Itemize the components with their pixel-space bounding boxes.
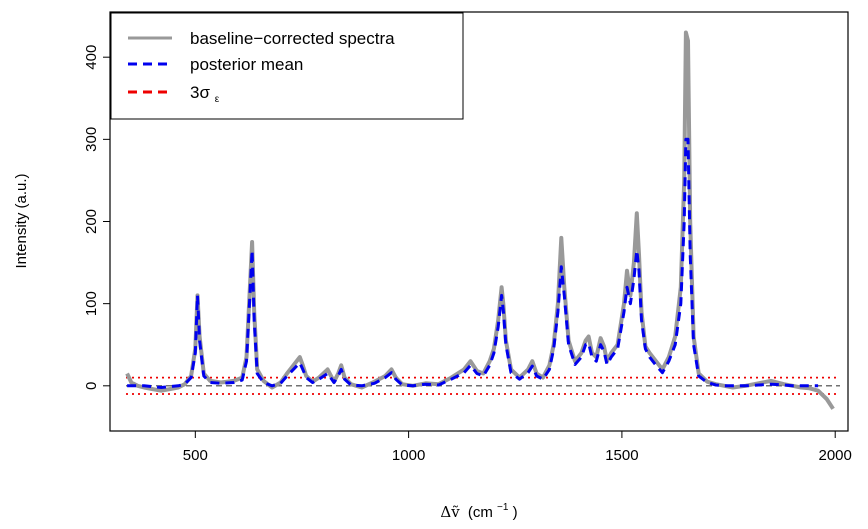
legend-label-3sigma: 3σ ε (190, 83, 220, 105)
posterior-mean-line (127, 137, 819, 389)
legend-label-3sigma-sub: ε (215, 94, 220, 105)
y-axis: 0 100 200 300 400 (83, 45, 111, 390)
x-axis: 500 1000 1500 2000 (183, 430, 852, 464)
y-tick-label: 400 (83, 45, 100, 70)
legend-box (110, 12, 464, 120)
y-tick-label: 0 (83, 382, 100, 390)
x-tick-label: 2000 (819, 447, 852, 464)
x-tick-label: 1000 (392, 447, 425, 464)
x-tick-label: 500 (183, 447, 208, 464)
series-layer (125, 30, 835, 410)
y-tick-label: 200 (83, 209, 100, 234)
legend: baseline−corrected spectra posterior mea… (110, 12, 464, 120)
y-axis-label: Intensity (a.u.) (13, 173, 30, 268)
y-tick-label: 300 (83, 127, 100, 152)
legend-label-spectra: baseline−corrected spectra (190, 29, 395, 48)
y-tick-label: 100 (83, 291, 100, 316)
legend-label-posterior-mean: posterior mean (190, 55, 303, 74)
x-axis-label-close: ) (513, 504, 518, 521)
legend-label-3sigma-main: 3σ (190, 83, 210, 102)
x-axis-label-symbol: Δṽ (440, 503, 460, 521)
x-axis-label: Δṽ (cm −1 ) (440, 497, 517, 521)
x-axis-label-unit: (cm (468, 504, 493, 521)
x-tick-label: 1500 (605, 447, 638, 464)
x-axis-label-exponent: −1 (497, 502, 509, 513)
